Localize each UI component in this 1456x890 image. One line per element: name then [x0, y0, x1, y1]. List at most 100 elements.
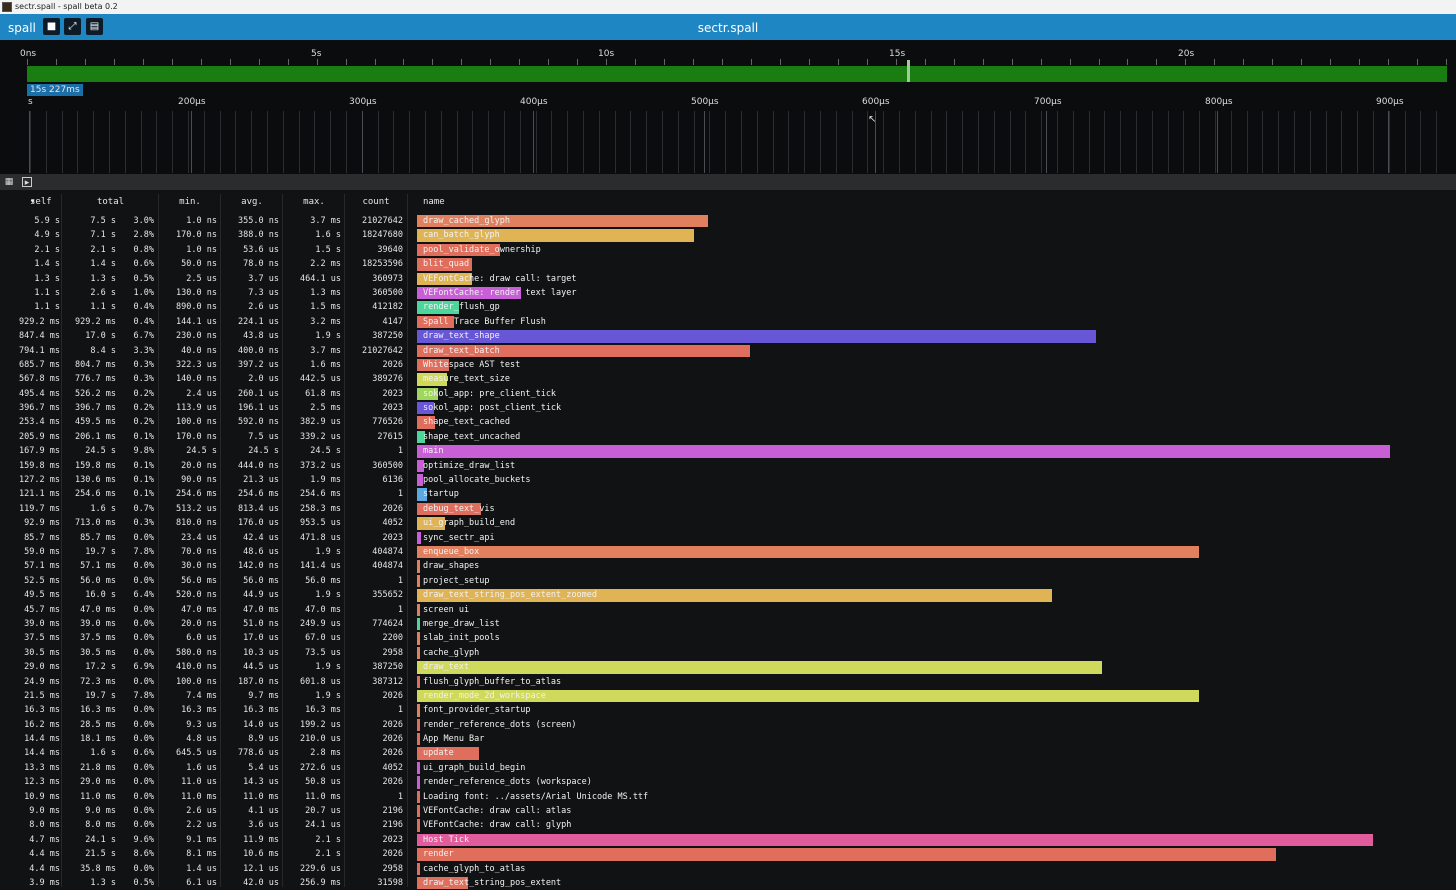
table-row[interactable]: 4.4 ms 35.8 ms 0.0% 1.4 us 12.1 us 229.6 us 29…	[0, 862, 1456, 876]
table-row[interactable]: 847.4 ms 17.0 s 6.7% 230.0 ns 43.8 us 1.9 s 38…	[0, 329, 1456, 343]
table-row[interactable]: 205.9 ms 206.1 ms 0.1% 170.0 ns 7.5 us 339.2 …	[0, 430, 1456, 444]
table-row[interactable]: 127.2 ms 130.6 ms 0.1% 90.0 ns 21.3 us 1.9 ms…	[0, 473, 1456, 487]
cell-name: sokol_app: post_client_tick	[423, 403, 562, 414]
table-row[interactable]: 3.9 ms 1.3 s 0.5% 6.1 us 42.0 us 256.9 ms 3159…	[0, 876, 1456, 890]
table-row[interactable]: 9.0 ms 9.0 ms 0.0% 2.6 us 4.1 us 20.7 us 2196 V…	[0, 804, 1456, 818]
table-row[interactable]: 567.8 ms 776.7 ms 0.3% 140.0 ns 2.0 us 442.5 …	[0, 372, 1456, 386]
column-header-max[interactable]: max.	[303, 197, 325, 207]
cell-self: 30.5 ms	[24, 647, 60, 658]
cell-name: sokol_app: pre_client_tick	[423, 388, 557, 399]
table-row[interactable]: 49.5 ms 16.0 s 6.4% 520.0 ns 44.9 us 1.9 s 355…	[0, 588, 1456, 602]
table-row[interactable]: 92.9 ms 713.0 ms 0.3% 810.0 ns 176.0 us 953.5…	[0, 516, 1456, 530]
cell-avg: 2.0 us	[248, 374, 279, 385]
table-row[interactable]: 4.9 s 7.1 s 2.8% 170.0 ns 388.0 ns 1.6 s 18247…	[0, 228, 1456, 242]
cell-name: Spall Trace Buffer Flush	[423, 316, 546, 327]
timeline-cursor[interactable]	[907, 60, 910, 82]
timeline-tick	[172, 59, 173, 65]
cell-name: draw_text_batch	[423, 345, 500, 356]
cell-max: 1.9 s	[315, 662, 341, 673]
cell-min: 170.0 ns	[176, 431, 217, 442]
table-row[interactable]: 57.1 ms 57.1 ms 0.0% 30.0 ns 142.0 ns 141.4 u…	[0, 559, 1456, 573]
row-total-bar	[417, 330, 1096, 343]
table-row[interactable]: 14.4 ms 18.1 ms 0.0% 4.8 us 8.9 us 210.0 us 20…	[0, 732, 1456, 746]
table-row[interactable]: 5.9 s 7.5 s 3.0% 1.0 ns 355.0 ns 3.7 ms 210276…	[0, 214, 1456, 228]
table-row[interactable]: 167.9 ms 24.5 s 9.8% 24.5 s 24.5 s 24.5 s 1 mai…	[0, 444, 1456, 458]
zoom-gridline	[314, 111, 315, 173]
cell-count: 355652	[372, 590, 403, 601]
grid-icon[interactable]: ▦	[4, 177, 14, 187]
column-header-min[interactable]: min.	[179, 197, 201, 207]
zoom-gridline	[899, 111, 900, 173]
table-row[interactable]: 159.8 ms 159.8 ms 0.1% 20.0 ns 444.0 ns 373.2…	[0, 459, 1456, 473]
table-row[interactable]: 85.7 ms 85.7 ms 0.0% 23.4 us 42.4 us 471.8 us…	[0, 531, 1456, 545]
stats-toggle-button[interactable]: ▤	[86, 18, 103, 35]
cell-pct: 0.0%	[133, 633, 154, 644]
zoom-gridline	[1041, 111, 1042, 173]
timeline-overview-bar[interactable]	[27, 66, 1447, 82]
cell-max: 1.9 ms	[310, 475, 341, 486]
cell-avg: 51.0 ns	[243, 618, 279, 629]
table-row[interactable]: 119.7 ms 1.6 s 0.7% 513.2 us 813.4 us 258.3 m…	[0, 502, 1456, 516]
zoom-gridline	[1436, 111, 1437, 173]
cell-max: 1.9 s	[315, 690, 341, 701]
cell-max: 73.5 us	[305, 647, 341, 658]
table-row[interactable]: 37.5 ms 37.5 ms 0.0% 6.0 us 17.0 us 67.0 us 22…	[0, 631, 1456, 645]
zoom-gridline	[694, 111, 695, 173]
zoom-gridline	[709, 111, 710, 173]
column-header-name[interactable]: name	[423, 197, 445, 207]
cell-count: 2958	[382, 863, 403, 874]
cell-name: sync_sectr_api	[423, 532, 495, 543]
column-header-count[interactable]: count	[362, 197, 390, 207]
table-row[interactable]: 4.7 ms 24.1 s 9.6% 9.1 ms 11.9 ms 2.1 s 2023 Ho…	[0, 833, 1456, 847]
zoomed-track-area[interactable]	[27, 111, 1447, 173]
table-row[interactable]: 12.3 ms 29.0 ms 0.0% 11.0 us 14.3 us 50.8 us 2…	[0, 775, 1456, 789]
table-row[interactable]: 2.1 s 2.1 s 0.8% 1.0 ns 53.6 us 1.5 s 39640 poo…	[0, 243, 1456, 257]
table-row[interactable]: 21.5 ms 19.7 s 7.8% 7.4 ms 9.7 ms 1.9 s 2026 re…	[0, 689, 1456, 703]
table-row[interactable]: 253.4 ms 459.5 ms 0.2% 100.0 ns 592.0 ns 382.…	[0, 415, 1456, 429]
collapse-icon[interactable]: ▸	[22, 177, 32, 188]
table-row[interactable]: 13.3 ms 21.8 ms 0.0% 1.6 us 5.4 us 272.6 us 40…	[0, 761, 1456, 775]
column-header-total[interactable]: total	[96, 197, 125, 207]
cell-self: 685.7 ms	[19, 359, 60, 370]
table-row[interactable]: 8.0 ms 8.0 ms 0.0% 2.2 us 3.6 us 24.1 us 2196 V…	[0, 818, 1456, 832]
timeline-tick	[27, 59, 28, 65]
reset-zoom-button[interactable]: ⤢	[64, 18, 81, 35]
cell-self: 4.9 s	[34, 230, 60, 241]
table-row[interactable]: 10.9 ms 11.0 ms 0.0% 11.0 ms 11.0 ms 11.0 ms 1…	[0, 790, 1456, 804]
table-row[interactable]: 685.7 ms 804.7 ms 0.3% 322.3 us 397.2 us 1.6 …	[0, 358, 1456, 372]
table-row[interactable]: 30.5 ms 30.5 ms 0.0% 580.0 ns 10.3 us 73.5 us…	[0, 646, 1456, 660]
table-row[interactable]: 396.7 ms 396.7 ms 0.2% 113.9 us 196.1 us 2.5 …	[0, 401, 1456, 415]
zoom-gridline	[1089, 111, 1090, 173]
cell-avg: 813.4 us	[238, 503, 279, 514]
table-row[interactable]: 4.4 ms 21.5 s 8.6% 8.1 ms 10.6 ms 2.1 s 2026 re…	[0, 847, 1456, 861]
table-row[interactable]: 59.0 ms 19.7 s 7.8% 70.0 ns 48.6 us 1.9 s 4048…	[0, 545, 1456, 559]
zoom-gridline	[662, 111, 663, 173]
table-row[interactable]: 1.1 s 1.1 s 0.4% 890.0 ns 2.6 us 1.5 ms 412182…	[0, 300, 1456, 314]
cell-self: 49.5 ms	[24, 590, 60, 601]
cell-self: 1.1 s	[34, 287, 60, 298]
zoom-label: s	[28, 97, 33, 107]
table-row[interactable]: 45.7 ms 47.0 ms 0.0% 47.0 ms 47.0 ms 47.0 ms 1…	[0, 603, 1456, 617]
table-row[interactable]: 39.0 ms 39.0 ms 0.0% 20.0 ns 51.0 ns 249.9 us…	[0, 617, 1456, 631]
table-row[interactable]: 14.4 ms 1.6 s 0.6% 645.5 us 778.6 us 2.8 ms 20…	[0, 746, 1456, 760]
cell-count: 2026	[382, 719, 403, 730]
table-row[interactable]: 495.4 ms 526.2 ms 0.2% 2.4 us 260.1 us 61.8 m…	[0, 387, 1456, 401]
table-row[interactable]: 929.2 ms 929.2 ms 0.4% 144.1 us 224.1 us 3.2 …	[0, 315, 1456, 329]
cell-max: 20.7 us	[305, 806, 341, 817]
column-header-avg[interactable]: avg.	[241, 197, 263, 207]
table-row[interactable]: 1.1 s 2.6 s 1.0% 130.0 ns 7.3 us 1.3 ms 360500…	[0, 286, 1456, 300]
table-row[interactable]: 16.3 ms 16.3 ms 0.0% 16.3 ms 16.3 ms 16.3 ms 1…	[0, 703, 1456, 717]
table-row[interactable]: 1.3 s 1.3 s 0.5% 2.5 us 3.7 us 464.1 us 360973…	[0, 272, 1456, 286]
table-row[interactable]: 121.1 ms 254.6 ms 0.1% 254.6 ms 254.6 ms 254.…	[0, 487, 1456, 501]
zoom-gridline	[1405, 111, 1406, 173]
table-row[interactable]: 24.9 ms 72.3 ms 0.0% 100.0 ns 187.0 ns 601.8 …	[0, 675, 1456, 689]
table-row[interactable]: 52.5 ms 56.0 ms 0.0% 56.0 ms 56.0 ms 56.0 ms 1…	[0, 574, 1456, 588]
table-row[interactable]: 1.4 s 1.4 s 0.6% 50.0 ns 78.0 ns 2.2 ms 182535…	[0, 257, 1456, 271]
table-row[interactable]: 29.0 ms 17.2 s 6.9% 410.0 ns 44.5 us 1.9 s 387…	[0, 660, 1456, 674]
table-row[interactable]: 16.2 ms 28.5 ms 0.0% 9.3 us 14.0 us 199.2 us 2…	[0, 718, 1456, 732]
cell-min: 810.0 ns	[176, 518, 217, 529]
table-row[interactable]: 794.1 ms 8.4 s 3.3% 40.0 ns 400.0 ns 3.7 ms 21…	[0, 344, 1456, 358]
open-file-button[interactable]: ■	[43, 18, 60, 35]
row-total-bar	[417, 733, 420, 746]
timeline-panel[interactable]	[0, 40, 1456, 174]
